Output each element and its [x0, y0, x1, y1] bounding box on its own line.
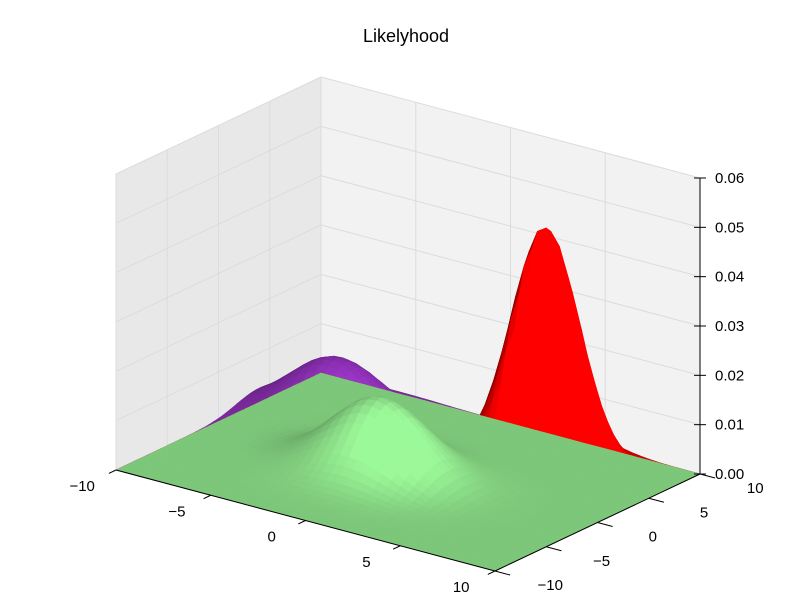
grid-line	[115, 273, 322, 372]
grid-line	[320, 175, 701, 278]
grid-line	[320, 224, 701, 327]
surface-series-3	[115, 372, 701, 572]
surfaces	[115, 227, 701, 572]
grid-line	[115, 323, 322, 422]
grid-line	[115, 175, 322, 274]
grid-line	[115, 76, 322, 175]
grid-line	[115, 224, 322, 323]
grid-line	[320, 125, 701, 228]
grid-line	[320, 76, 701, 179]
grid-line	[115, 125, 322, 224]
